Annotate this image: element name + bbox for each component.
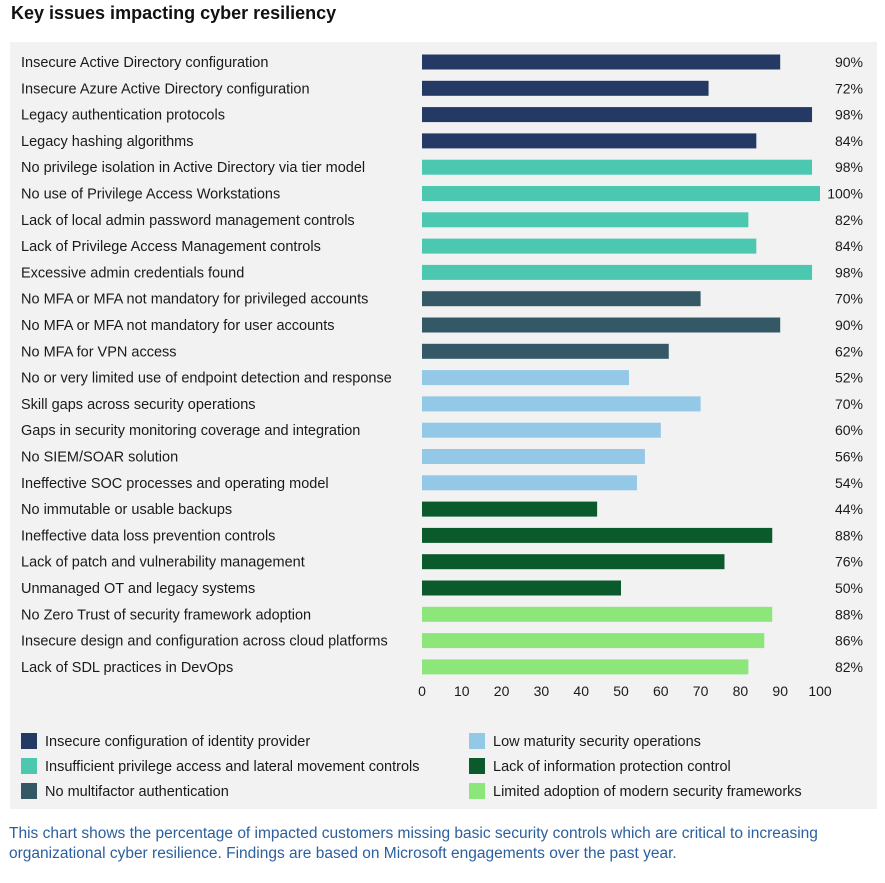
bar — [422, 54, 781, 70]
value-label: 88% — [835, 527, 863, 543]
x-tick-label: 70 — [693, 683, 709, 699]
category-label: Insecure design and configuration across… — [21, 634, 388, 650]
category-label: Ineffective data loss prevention control… — [21, 528, 275, 544]
value-label: 50% — [835, 580, 863, 596]
bar — [422, 633, 765, 649]
value-label: 60% — [835, 422, 863, 438]
x-tick-label: 10 — [454, 683, 470, 699]
x-tick-label: 80 — [733, 683, 749, 699]
legend-label: Insecure configuration of identity provi… — [45, 734, 310, 750]
category-label: Gaps in security monitoring coverage and… — [21, 423, 360, 439]
category-label: No privilege isolation in Active Directo… — [21, 160, 365, 176]
category-label: Lack of patch and vulnerability manageme… — [21, 555, 305, 571]
legend-swatch — [469, 783, 485, 799]
bar — [422, 317, 781, 333]
category-label: No immutable or usable backups — [21, 502, 232, 518]
value-label: 98% — [835, 264, 863, 280]
bar — [422, 186, 820, 201]
legend-swatch — [21, 733, 37, 749]
category-label: Ineffective SOC processes and operating … — [21, 476, 329, 492]
category-label: Unmanaged OT and legacy systems — [21, 581, 255, 597]
legend-label: Insufficient privilege access and latera… — [45, 759, 420, 775]
value-label: 44% — [835, 501, 863, 517]
bar — [422, 238, 757, 254]
bar — [422, 212, 749, 228]
value-label: 90% — [835, 54, 863, 70]
legend-label: Lack of information protection control — [493, 759, 731, 775]
bar — [422, 501, 598, 517]
bar — [422, 107, 813, 123]
value-label: 98% — [835, 107, 863, 123]
category-label: Skill gaps across security operations — [21, 397, 256, 413]
category-label: No Zero Trust of security framework adop… — [21, 607, 311, 623]
x-tick-label: 40 — [573, 683, 589, 699]
category-label: Lack of local admin password management … — [21, 213, 355, 229]
legend-swatch — [21, 783, 37, 799]
x-tick-label: 50 — [613, 683, 629, 699]
value-label: 56% — [835, 449, 863, 465]
legend-swatch — [469, 733, 485, 749]
category-label: Excessive admin credentials found — [21, 265, 244, 281]
bar — [422, 449, 645, 464]
value-label: 72% — [835, 80, 863, 96]
category-label: Legacy hashing algorithms — [21, 134, 194, 150]
bar — [422, 606, 773, 622]
category-label: Lack of Privilege Access Management cont… — [21, 239, 321, 255]
bar — [422, 475, 637, 491]
category-label: Insecure Active Directory configuration — [21, 55, 268, 71]
bar — [422, 291, 701, 307]
category-label: No MFA or MFA not mandatory for privileg… — [21, 292, 368, 308]
value-label: 76% — [835, 554, 863, 570]
value-label: 82% — [835, 212, 863, 228]
value-label: 54% — [835, 475, 863, 491]
value-label: 70% — [835, 291, 863, 307]
legend-swatch — [469, 758, 485, 774]
bar — [422, 396, 701, 412]
value-label: 62% — [835, 343, 863, 359]
x-tick-label: 100 — [808, 683, 832, 699]
bar — [422, 422, 661, 438]
x-tick-label: 90 — [772, 683, 788, 699]
bar — [422, 133, 757, 149]
bar — [422, 527, 773, 543]
bar — [422, 580, 621, 596]
value-label: 86% — [835, 633, 863, 649]
value-label: 70% — [835, 396, 863, 412]
value-label: 100% — [827, 186, 863, 202]
legend-label: Low maturity security operations — [493, 734, 701, 750]
x-tick-label: 20 — [494, 683, 510, 699]
bar — [422, 159, 813, 175]
bar — [422, 370, 629, 386]
chart-caption: This chart shows the percentage of impac… — [9, 825, 818, 862]
bar — [422, 554, 725, 570]
legend-label: Limited adoption of modern security fram… — [493, 784, 802, 800]
value-label: 98% — [835, 159, 863, 175]
value-label: 84% — [835, 238, 863, 254]
category-label: Legacy authentication protocols — [21, 108, 225, 124]
category-label: Lack of SDL practices in DevOps — [21, 660, 233, 676]
x-tick-label: 0 — [418, 683, 426, 699]
category-label: No MFA or MFA not mandatory for user acc… — [21, 318, 335, 334]
bar — [422, 343, 669, 359]
bar — [422, 264, 813, 280]
category-label: No or very limited use of endpoint detec… — [21, 371, 392, 387]
bar — [422, 80, 709, 96]
value-label: 84% — [835, 133, 863, 149]
chart-title: Key issues impacting cyber resiliency — [11, 3, 337, 23]
category-label: Insecure Azure Active Directory configur… — [21, 81, 310, 97]
category-label: No MFA for VPN access — [21, 344, 177, 360]
x-tick-label: 60 — [653, 683, 669, 699]
value-label: 52% — [835, 370, 863, 386]
legend-label: No multifactor authentication — [45, 784, 229, 800]
x-tick-label: 30 — [534, 683, 550, 699]
legend-swatch — [21, 758, 37, 774]
value-label: 90% — [835, 317, 863, 333]
value-label: 82% — [835, 659, 863, 675]
bar — [422, 659, 749, 675]
value-label: 88% — [835, 606, 863, 622]
category-label: No use of Privilege Access Workstations — [21, 187, 280, 203]
category-label: No SIEM/SOAR solution — [21, 450, 178, 466]
